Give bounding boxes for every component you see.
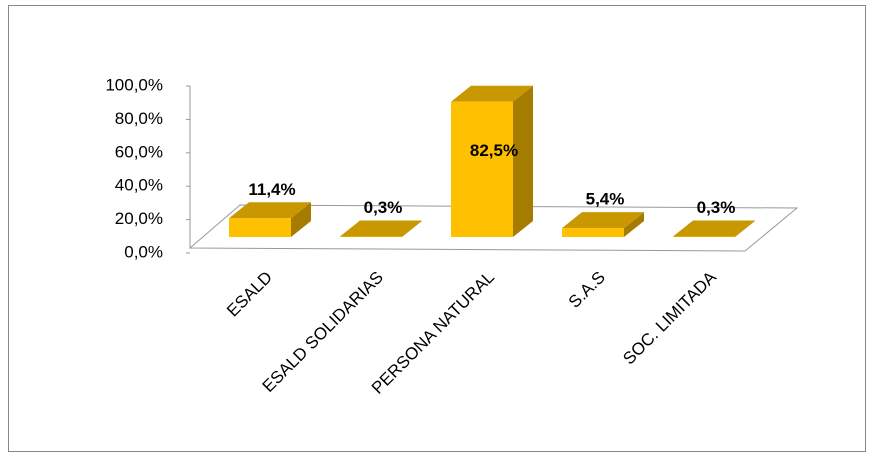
bar-side xyxy=(735,220,755,237)
value-label: 0,3% xyxy=(697,198,736,217)
y-tick-label: 20,0% xyxy=(115,209,163,228)
bar-side xyxy=(513,85,533,237)
y-tick-label: 100,0% xyxy=(105,75,163,94)
bar-side xyxy=(624,212,644,237)
y-tick-label: 80,0% xyxy=(115,109,163,128)
bar xyxy=(340,220,422,237)
bar xyxy=(229,202,311,237)
value-label: 5,4% xyxy=(586,190,625,209)
bar-top xyxy=(562,212,644,229)
y-tick-label: 40,0% xyxy=(115,176,163,195)
bar-front xyxy=(562,228,624,237)
bar-front xyxy=(229,218,291,237)
bar-side xyxy=(402,220,422,237)
bar xyxy=(673,220,755,237)
bar xyxy=(451,85,533,237)
value-label: 0,3% xyxy=(364,198,403,217)
y-tick-label: 60,0% xyxy=(115,142,163,161)
bar xyxy=(562,212,644,237)
bar-top xyxy=(340,220,422,237)
value-label: 82,5% xyxy=(470,141,518,160)
bar-top xyxy=(451,85,533,102)
value-label: 11,4% xyxy=(248,180,295,199)
bar-front xyxy=(451,101,513,237)
bar-top xyxy=(673,220,755,237)
y-tick-label: 0,0% xyxy=(124,242,163,261)
bar-side xyxy=(291,202,311,237)
bar-top xyxy=(229,202,311,219)
floor xyxy=(188,204,799,252)
